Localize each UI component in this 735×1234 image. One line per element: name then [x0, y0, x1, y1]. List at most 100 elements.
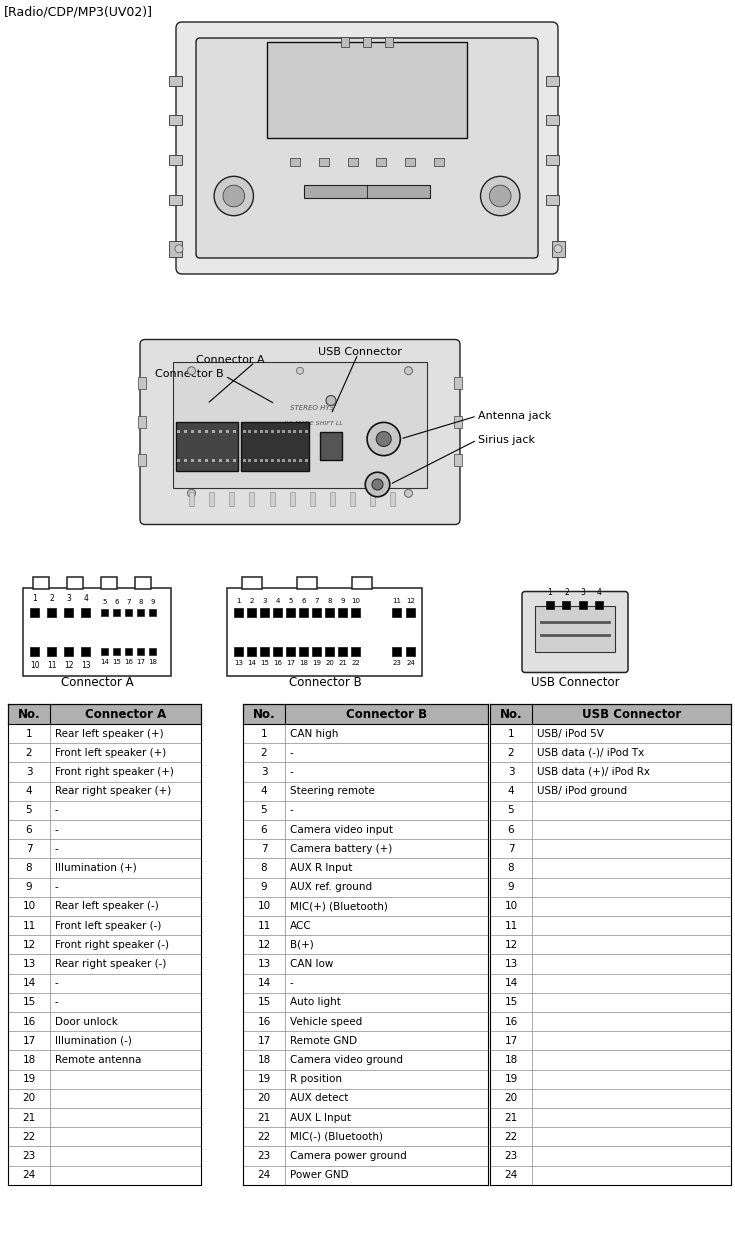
- Text: 14: 14: [22, 979, 35, 988]
- Text: USB/ iPod 5V: USB/ iPod 5V: [537, 728, 604, 739]
- Bar: [138, 416, 146, 427]
- Text: 1: 1: [26, 728, 32, 739]
- Bar: [8, 974, 201, 993]
- Text: Connector A: Connector A: [61, 676, 133, 690]
- Text: 13: 13: [81, 661, 91, 670]
- Bar: [490, 916, 731, 935]
- Text: -: -: [290, 979, 294, 988]
- Bar: [234, 608, 243, 617]
- Text: 13: 13: [504, 959, 517, 969]
- Bar: [82, 608, 90, 617]
- Text: 4: 4: [276, 598, 280, 605]
- Bar: [169, 241, 182, 257]
- Text: CAN low: CAN low: [290, 959, 334, 969]
- Bar: [490, 1166, 731, 1185]
- Bar: [276, 429, 279, 433]
- Bar: [546, 116, 559, 126]
- Text: 6: 6: [261, 824, 268, 834]
- Bar: [259, 459, 262, 463]
- Text: 11: 11: [392, 598, 401, 605]
- Bar: [8, 877, 201, 897]
- Bar: [249, 491, 254, 506]
- Text: 15: 15: [260, 660, 269, 666]
- Text: 5: 5: [261, 806, 268, 816]
- Bar: [243, 897, 488, 916]
- Text: 15: 15: [112, 659, 121, 665]
- Bar: [243, 839, 488, 859]
- Text: 11: 11: [504, 921, 517, 930]
- Bar: [177, 459, 181, 463]
- Text: 14: 14: [247, 660, 256, 666]
- Bar: [138, 454, 146, 466]
- Text: 22: 22: [504, 1132, 517, 1141]
- Text: -: -: [55, 806, 59, 816]
- Text: 24: 24: [22, 1170, 35, 1180]
- Text: 8: 8: [139, 600, 143, 605]
- Bar: [101, 648, 109, 655]
- Text: 2: 2: [249, 598, 254, 605]
- Bar: [243, 705, 488, 724]
- Text: 24: 24: [257, 1170, 270, 1180]
- Text: USB data (-)/ iPod Tx: USB data (-)/ iPod Tx: [537, 748, 645, 758]
- Text: 18: 18: [257, 1055, 270, 1065]
- Bar: [243, 954, 488, 974]
- Text: -: -: [290, 768, 294, 777]
- Text: Antenna jack: Antenna jack: [478, 411, 551, 421]
- Text: Power GND: Power GND: [290, 1170, 348, 1180]
- Text: -: -: [55, 979, 59, 988]
- Bar: [8, 801, 201, 821]
- Bar: [234, 647, 243, 655]
- Text: 1: 1: [261, 728, 268, 739]
- Bar: [243, 1166, 488, 1185]
- Text: 15: 15: [504, 997, 517, 1007]
- Bar: [290, 158, 300, 167]
- Text: Camera battery (+): Camera battery (+): [290, 844, 392, 854]
- Text: 6: 6: [301, 598, 306, 605]
- Text: No.: No.: [500, 707, 523, 721]
- Text: Door unlock: Door unlock: [55, 1017, 118, 1027]
- Text: 16: 16: [504, 1017, 517, 1027]
- Text: 17: 17: [504, 1035, 517, 1045]
- Bar: [243, 578, 262, 589]
- Bar: [490, 974, 731, 993]
- Bar: [169, 195, 182, 205]
- Bar: [137, 648, 145, 655]
- Bar: [243, 724, 488, 743]
- Text: MIC(-) (Bluetooth): MIC(-) (Bluetooth): [290, 1132, 383, 1141]
- Bar: [270, 491, 275, 506]
- Bar: [65, 647, 74, 655]
- Bar: [370, 491, 376, 506]
- Bar: [288, 459, 291, 463]
- Text: Camera video ground: Camera video ground: [290, 1055, 403, 1065]
- Text: Rear left speaker (-): Rear left speaker (-): [55, 901, 159, 912]
- Bar: [243, 1050, 488, 1070]
- Bar: [243, 429, 245, 433]
- Bar: [490, 935, 731, 954]
- Text: -: -: [290, 806, 294, 816]
- Text: Remote antenna: Remote antenna: [55, 1055, 141, 1065]
- Text: -: -: [55, 997, 59, 1007]
- Bar: [305, 459, 308, 463]
- Text: 12: 12: [406, 598, 415, 605]
- Text: 14: 14: [101, 659, 110, 665]
- Bar: [243, 877, 488, 897]
- Bar: [113, 648, 121, 655]
- Bar: [184, 459, 187, 463]
- Bar: [490, 724, 731, 743]
- Bar: [312, 647, 321, 655]
- Bar: [490, 1070, 731, 1088]
- Bar: [8, 1166, 201, 1185]
- Bar: [271, 459, 274, 463]
- Bar: [243, 459, 245, 463]
- Bar: [226, 459, 229, 463]
- Text: 17: 17: [257, 1035, 270, 1045]
- Bar: [293, 459, 296, 463]
- Text: 7: 7: [315, 598, 319, 605]
- Text: 2: 2: [26, 748, 32, 758]
- Bar: [254, 429, 257, 433]
- Text: 12: 12: [257, 940, 270, 950]
- Circle shape: [223, 185, 245, 207]
- Circle shape: [404, 489, 412, 497]
- Text: 17: 17: [137, 659, 146, 665]
- Bar: [184, 429, 187, 433]
